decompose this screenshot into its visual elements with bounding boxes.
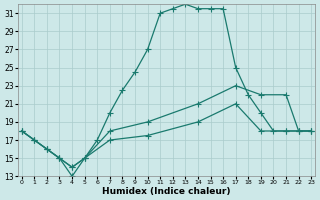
- X-axis label: Humidex (Indice chaleur): Humidex (Indice chaleur): [102, 187, 231, 196]
